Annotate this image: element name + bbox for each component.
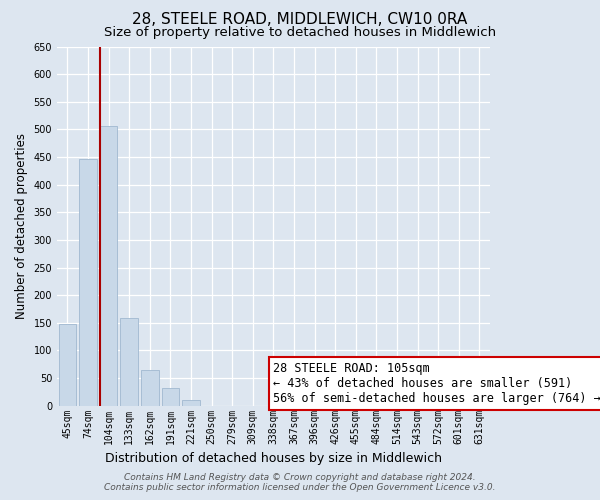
Text: Contains HM Land Registry data © Crown copyright and database right 2024.
Contai: Contains HM Land Registry data © Crown c… <box>104 473 496 492</box>
Text: 28, STEELE ROAD, MIDDLEWICH, CW10 0RA: 28, STEELE ROAD, MIDDLEWICH, CW10 0RA <box>133 12 467 28</box>
Y-axis label: Number of detached properties: Number of detached properties <box>15 133 28 319</box>
Text: Size of property relative to detached houses in Middlewich: Size of property relative to detached ho… <box>104 26 496 39</box>
Bar <box>79 158 97 406</box>
Bar <box>161 388 179 406</box>
Bar <box>141 370 158 406</box>
Bar <box>470 403 488 406</box>
Bar <box>100 126 118 406</box>
X-axis label: Distribution of detached houses by size in Middlewich: Distribution of detached houses by size … <box>105 452 442 465</box>
Bar <box>121 318 138 406</box>
Bar <box>59 324 76 406</box>
Bar <box>182 400 200 406</box>
Text: 28 STEELE ROAD: 105sqm
← 43% of detached houses are smaller (591)
56% of semi-de: 28 STEELE ROAD: 105sqm ← 43% of detached… <box>274 362 600 405</box>
Bar <box>388 404 406 406</box>
